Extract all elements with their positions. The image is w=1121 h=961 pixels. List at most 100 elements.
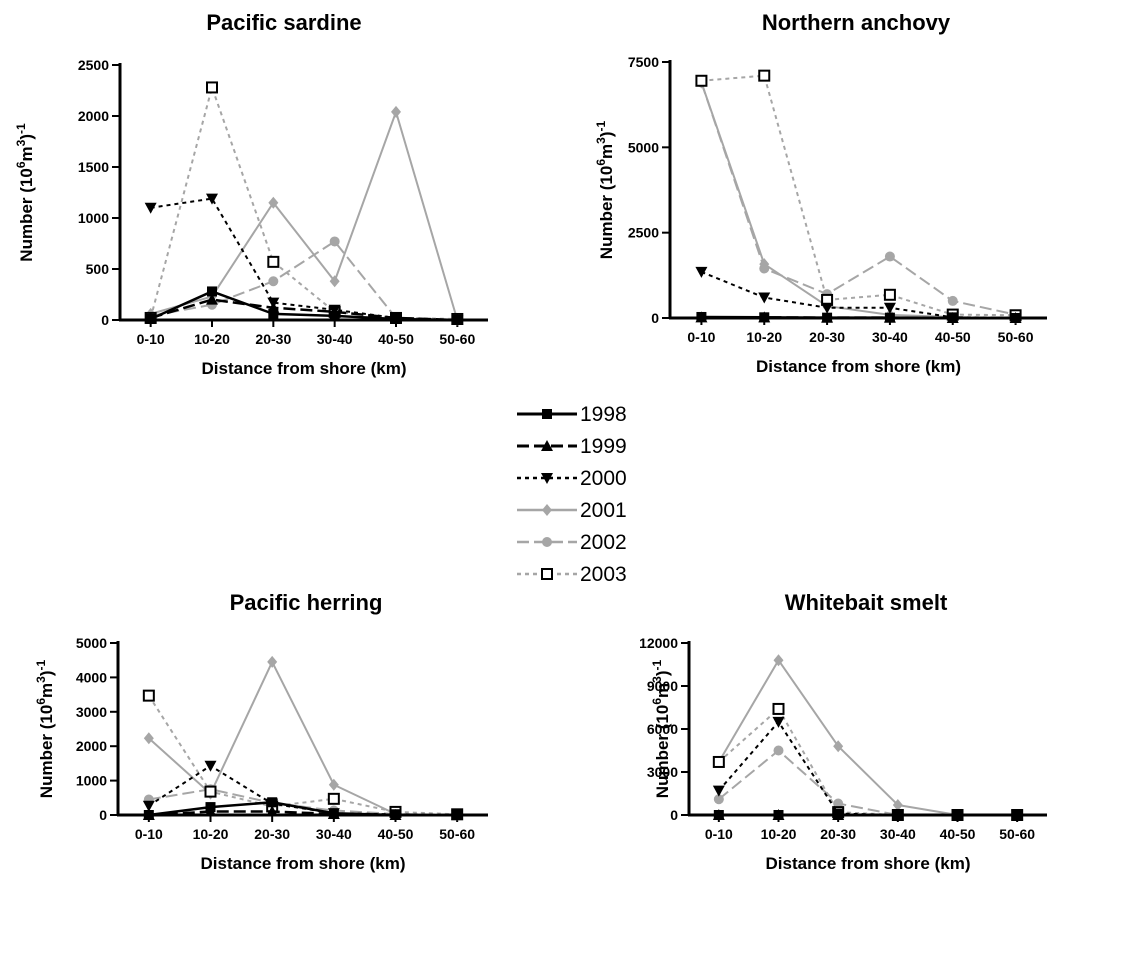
data-point <box>758 69 771 82</box>
series-2002 <box>145 236 463 325</box>
data-point <box>759 263 770 274</box>
series-line <box>717 659 1018 816</box>
y-tick-label: 2500 <box>628 225 659 241</box>
data-point <box>773 654 784 667</box>
data-point <box>329 275 340 288</box>
series-line <box>700 82 1016 316</box>
legend-label: 1998 <box>580 403 627 426</box>
x-tick-label: 50-60 <box>439 826 475 842</box>
series-2002 <box>696 77 1021 320</box>
series-2000 <box>142 760 464 821</box>
legend-entry-1999: 1999 <box>517 435 627 458</box>
x-tick-label: 20-30 <box>254 826 290 842</box>
chart-panel-3: Pacific herring Number (106m3)-1 Distance … <box>34 590 488 873</box>
data-point <box>143 732 154 745</box>
data-point <box>389 809 402 821</box>
data-point <box>758 311 771 323</box>
data-point <box>712 755 725 768</box>
y-tick-label: 0 <box>651 310 659 326</box>
series-2000 <box>144 193 464 326</box>
data-point <box>267 297 280 309</box>
x-tick-label: 10-20 <box>746 329 782 345</box>
data-point <box>883 302 896 314</box>
x-tick-label: 20-30 <box>809 329 845 345</box>
y-tick-label: 0 <box>101 312 109 328</box>
data-point <box>204 760 217 772</box>
series-2001 <box>696 76 1021 324</box>
y-axis-label: Number (106m3)-1 <box>14 123 36 262</box>
series-line <box>718 720 1018 816</box>
data-point <box>883 288 896 301</box>
legend-marker <box>541 568 553 580</box>
data-point <box>391 105 401 118</box>
legend-entry-2003: 2003 <box>517 563 627 586</box>
legend-label: 2002 <box>580 531 627 554</box>
series-line <box>148 764 458 816</box>
chart-panel-4: Whitebait smelt Number (106m3)-1 Distance … <box>639 590 1047 873</box>
data-point <box>1009 313 1022 324</box>
data-point <box>204 805 217 817</box>
data-point <box>951 810 964 821</box>
legend-label: 2000 <box>580 467 627 490</box>
chart-panel-1: Pacific sardine Number (106m3)-1 Distance … <box>14 10 488 378</box>
data-point <box>833 740 844 753</box>
x-tick-label: 0-10 <box>687 329 715 345</box>
series-2002 <box>713 745 1023 820</box>
data-point <box>266 798 279 810</box>
data-point <box>206 81 218 94</box>
x-tick-label: 20-30 <box>820 826 856 842</box>
x-tick-label: 0-10 <box>705 826 733 842</box>
data-point <box>206 193 218 205</box>
legend-marker <box>542 409 552 419</box>
data-point <box>772 809 785 820</box>
data-point <box>772 702 785 715</box>
y-tick-label: 3000 <box>76 704 107 720</box>
data-point <box>758 292 771 304</box>
x-axis-label: Distance from shore (km) <box>756 357 961 376</box>
y-tick-label: 7500 <box>628 54 659 70</box>
y-tick-label: 12000 <box>639 635 678 651</box>
x-axis-label: Distance from shore (km) <box>201 854 406 873</box>
series-line <box>150 240 458 321</box>
x-axis-label: Distance from shore (km) <box>766 854 971 873</box>
series-line <box>701 316 1016 320</box>
data-point <box>144 311 157 323</box>
data-point <box>695 74 708 87</box>
data-point <box>142 800 155 812</box>
x-tick-label: 0-10 <box>137 331 165 347</box>
data-point <box>328 778 339 791</box>
data-point <box>390 312 402 324</box>
data-point <box>327 792 340 805</box>
data-point <box>327 808 340 820</box>
data-point <box>267 255 280 268</box>
x-tick-label: 10-20 <box>193 826 229 842</box>
x-tick-label: 40-50 <box>940 826 976 842</box>
data-point <box>142 689 155 702</box>
y-tick-label: 0 <box>99 807 107 823</box>
series-line <box>700 82 1016 319</box>
series-line <box>150 298 458 322</box>
y-tick-label: 1000 <box>76 773 107 789</box>
x-tick-label: 30-40 <box>880 826 916 842</box>
x-axis-label: Distance from shore (km) <box>202 359 407 378</box>
series-line <box>701 74 1016 317</box>
series-line <box>701 270 1016 319</box>
data-point <box>204 785 217 798</box>
data-point <box>1011 810 1024 821</box>
data-point <box>328 304 341 316</box>
x-tick-label: 20-30 <box>255 331 291 347</box>
y-tick-label: 5000 <box>76 635 107 651</box>
series-line <box>148 660 458 816</box>
y-axis-label: Number (106m3)-1 <box>34 659 56 798</box>
data-point <box>206 293 218 305</box>
series-2000 <box>712 716 1024 821</box>
chart-title: Whitebait smelt <box>785 590 948 615</box>
series-2003 <box>142 689 464 821</box>
series-2001 <box>145 105 463 326</box>
x-tick-label: 50-60 <box>439 331 475 347</box>
x-tick-label: 40-50 <box>378 826 414 842</box>
x-tick-label: 50-60 <box>998 329 1034 345</box>
legend-label: 2001 <box>580 499 627 522</box>
x-tick-label: 50-60 <box>999 826 1035 842</box>
series-line <box>147 695 458 816</box>
